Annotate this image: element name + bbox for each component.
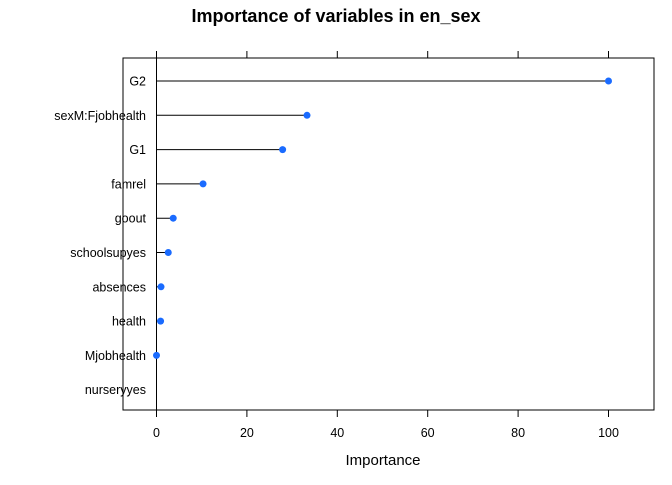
x-tick-labels: 0 20 40 60 80 100 <box>153 426 619 440</box>
x-tick-label: 0 <box>153 426 160 440</box>
variable-label: G1 <box>129 143 146 157</box>
x-tick-label: 40 <box>330 426 344 440</box>
variable-label: Mjobhealth <box>85 349 146 363</box>
importance-point <box>605 77 612 85</box>
variable-label: G2 <box>129 75 146 89</box>
variable-label: famrel <box>111 177 146 191</box>
importance-segments <box>156 80 609 322</box>
chart-title: Importance of variables in en_sex <box>191 6 480 26</box>
variable-label: goout <box>115 212 147 226</box>
importance-point <box>279 146 287 154</box>
importance-point <box>153 351 160 359</box>
variable-label: nurseryyes <box>85 383 146 397</box>
variable-label: absences <box>92 280 146 294</box>
x-tick-label: 20 <box>240 426 254 440</box>
x-tick-label: 60 <box>421 426 435 440</box>
importance-point <box>199 180 207 188</box>
variable-label: sexM:Fjobhealth <box>54 109 146 123</box>
plot-frame <box>122 57 655 411</box>
importance-point <box>169 214 177 222</box>
importance-points <box>153 77 612 359</box>
top-axis-ticks <box>156 51 609 58</box>
variable-labels: G2 sexM:Fjobhealth G1 famrel goout schoolsupy… <box>54 75 146 398</box>
importance-point <box>164 249 172 256</box>
importance-point <box>157 283 165 291</box>
variable-label: schoolsupyes <box>70 246 146 260</box>
x-axis-label: Importance <box>345 452 420 469</box>
importance-point <box>303 111 311 119</box>
x-tick-label: 100 <box>598 426 619 440</box>
variable-label: health <box>112 315 146 329</box>
importance-point <box>157 317 165 325</box>
x-tick-label: 80 <box>511 426 525 440</box>
bottom-axis-ticks <box>156 410 609 417</box>
